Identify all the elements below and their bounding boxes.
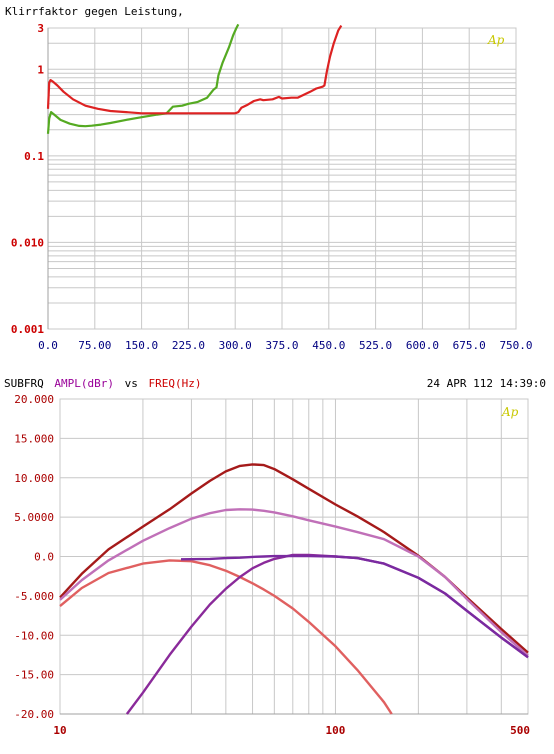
y-tick-label: -5.000	[14, 590, 54, 603]
x-tick-label: 225.0	[172, 339, 205, 352]
x-tick-label: 0.0	[38, 339, 58, 352]
frequency-chart-ticks: 20.000 15.000 10.000 5.0000 0.0 -5.000 -10.00 -…	[14, 393, 530, 737]
frequency-chart-grid	[59, 398, 529, 715]
y-tick-label: 0.010	[11, 236, 44, 249]
frequency-chart-watermark: Ap	[501, 405, 519, 419]
x-tick-label: 150.0	[125, 339, 158, 352]
series-line-2	[46, 25, 343, 115]
y-tick-label: 20.000	[14, 393, 54, 406]
y-tick-label: -15.00	[14, 669, 54, 682]
y-tick-label: 0.001	[11, 323, 44, 336]
y-tick-label: 1	[37, 63, 44, 76]
frequency-response-chart: SUBFRQ AMPL(dBr) vs FREQ(Hz) 24 APR 112 …	[4, 377, 546, 737]
series-line-3	[59, 559, 393, 715]
y-tick-label: 0.1	[24, 150, 44, 163]
header-name: SUBFRQ	[4, 377, 44, 390]
x-tick-label: 75.00	[78, 339, 111, 352]
x-tick-label: 525.0	[359, 339, 392, 352]
distortion-chart-grid	[47, 27, 517, 330]
header-y-name: AMPL(dBr)	[54, 377, 114, 390]
y-tick-label: -20.00	[14, 708, 54, 721]
distortion-chart-lines	[46, 23, 343, 134]
header-x-name: FREQ(Hz)	[148, 377, 201, 390]
x-tick-label: 375.0	[265, 339, 298, 352]
distortion-chart: Klirrfaktor gegen Leistung, 3 1 0.1 0.010 0.…	[5, 5, 533, 352]
x-tick-label: 450.0	[312, 339, 345, 352]
distortion-chart-title: Klirrfaktor gegen Leistung,	[5, 5, 184, 18]
x-tick-label: 500	[510, 724, 530, 737]
header-date: 24 APR 112 14:39:0	[427, 377, 546, 390]
header-vs: vs	[125, 377, 138, 390]
series-line-5	[180, 554, 529, 659]
x-tick-label: 675.0	[453, 339, 486, 352]
x-tick-label: 100	[326, 724, 346, 737]
y-tick-label: 15.000	[14, 432, 54, 445]
x-tick-label: 750.0	[499, 339, 532, 352]
x-tick-label: 600.0	[406, 339, 439, 352]
y-tick-label: 10.000	[14, 472, 54, 485]
y-tick-label: -10.00	[14, 629, 54, 642]
distortion-chart-ticks: 3 1 0.1 0.010 0.001 0.0 75.00 150.0 225.0 300.0 37…	[11, 22, 533, 352]
series-line-2	[59, 508, 529, 657]
x-tick-label: 300.0	[219, 339, 252, 352]
y-tick-label: 0.0	[34, 551, 54, 564]
svg-text:SUBFRQ AMPL(dBr) v: SUBFRQ AMPL(dBr) vs FREQ(Hz)	[4, 377, 201, 390]
distortion-chart-watermark: Ap	[487, 33, 505, 47]
y-tick-label: 5.0000	[14, 511, 54, 524]
frequency-chart-lines	[59, 463, 529, 715]
x-tick-label: 10	[53, 724, 66, 737]
y-tick-label: 3	[37, 22, 44, 35]
